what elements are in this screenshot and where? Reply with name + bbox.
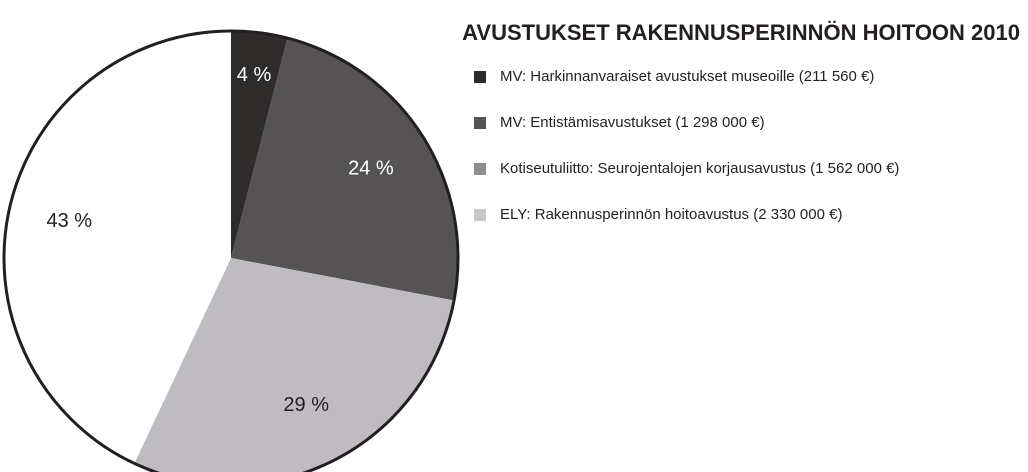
legend-label: ELY: Rakennusperinnön hoitoavustus (2 33… <box>500 206 842 223</box>
legend-swatch <box>474 209 486 221</box>
legend-label: MV: Harkinnanvaraiset avustukset museoil… <box>500 68 874 85</box>
chart-title: AVUSTUKSET RAKENNUSPERINNÖN HOITOON 2010 <box>462 20 1020 45</box>
pie-slice <box>134 258 454 472</box>
data-label: 29 % <box>283 394 329 416</box>
legend-label: Kotiseutuliitto: Seurojentalojen korjaus… <box>500 160 899 177</box>
data-label: 4 % <box>237 64 272 86</box>
data-label: 43 % <box>46 210 92 232</box>
data-label: 24 % <box>348 157 394 179</box>
legend-swatch <box>474 117 486 129</box>
pie-outline <box>2 29 460 472</box>
pie-slice <box>231 38 458 301</box>
legend-swatch <box>474 163 486 175</box>
pie-slice <box>231 31 288 258</box>
legend-swatch <box>474 71 486 83</box>
legend-label: MV: Entistämisavustukset (1 298 000 €) <box>500 114 765 131</box>
pie-slice <box>3 31 231 464</box>
